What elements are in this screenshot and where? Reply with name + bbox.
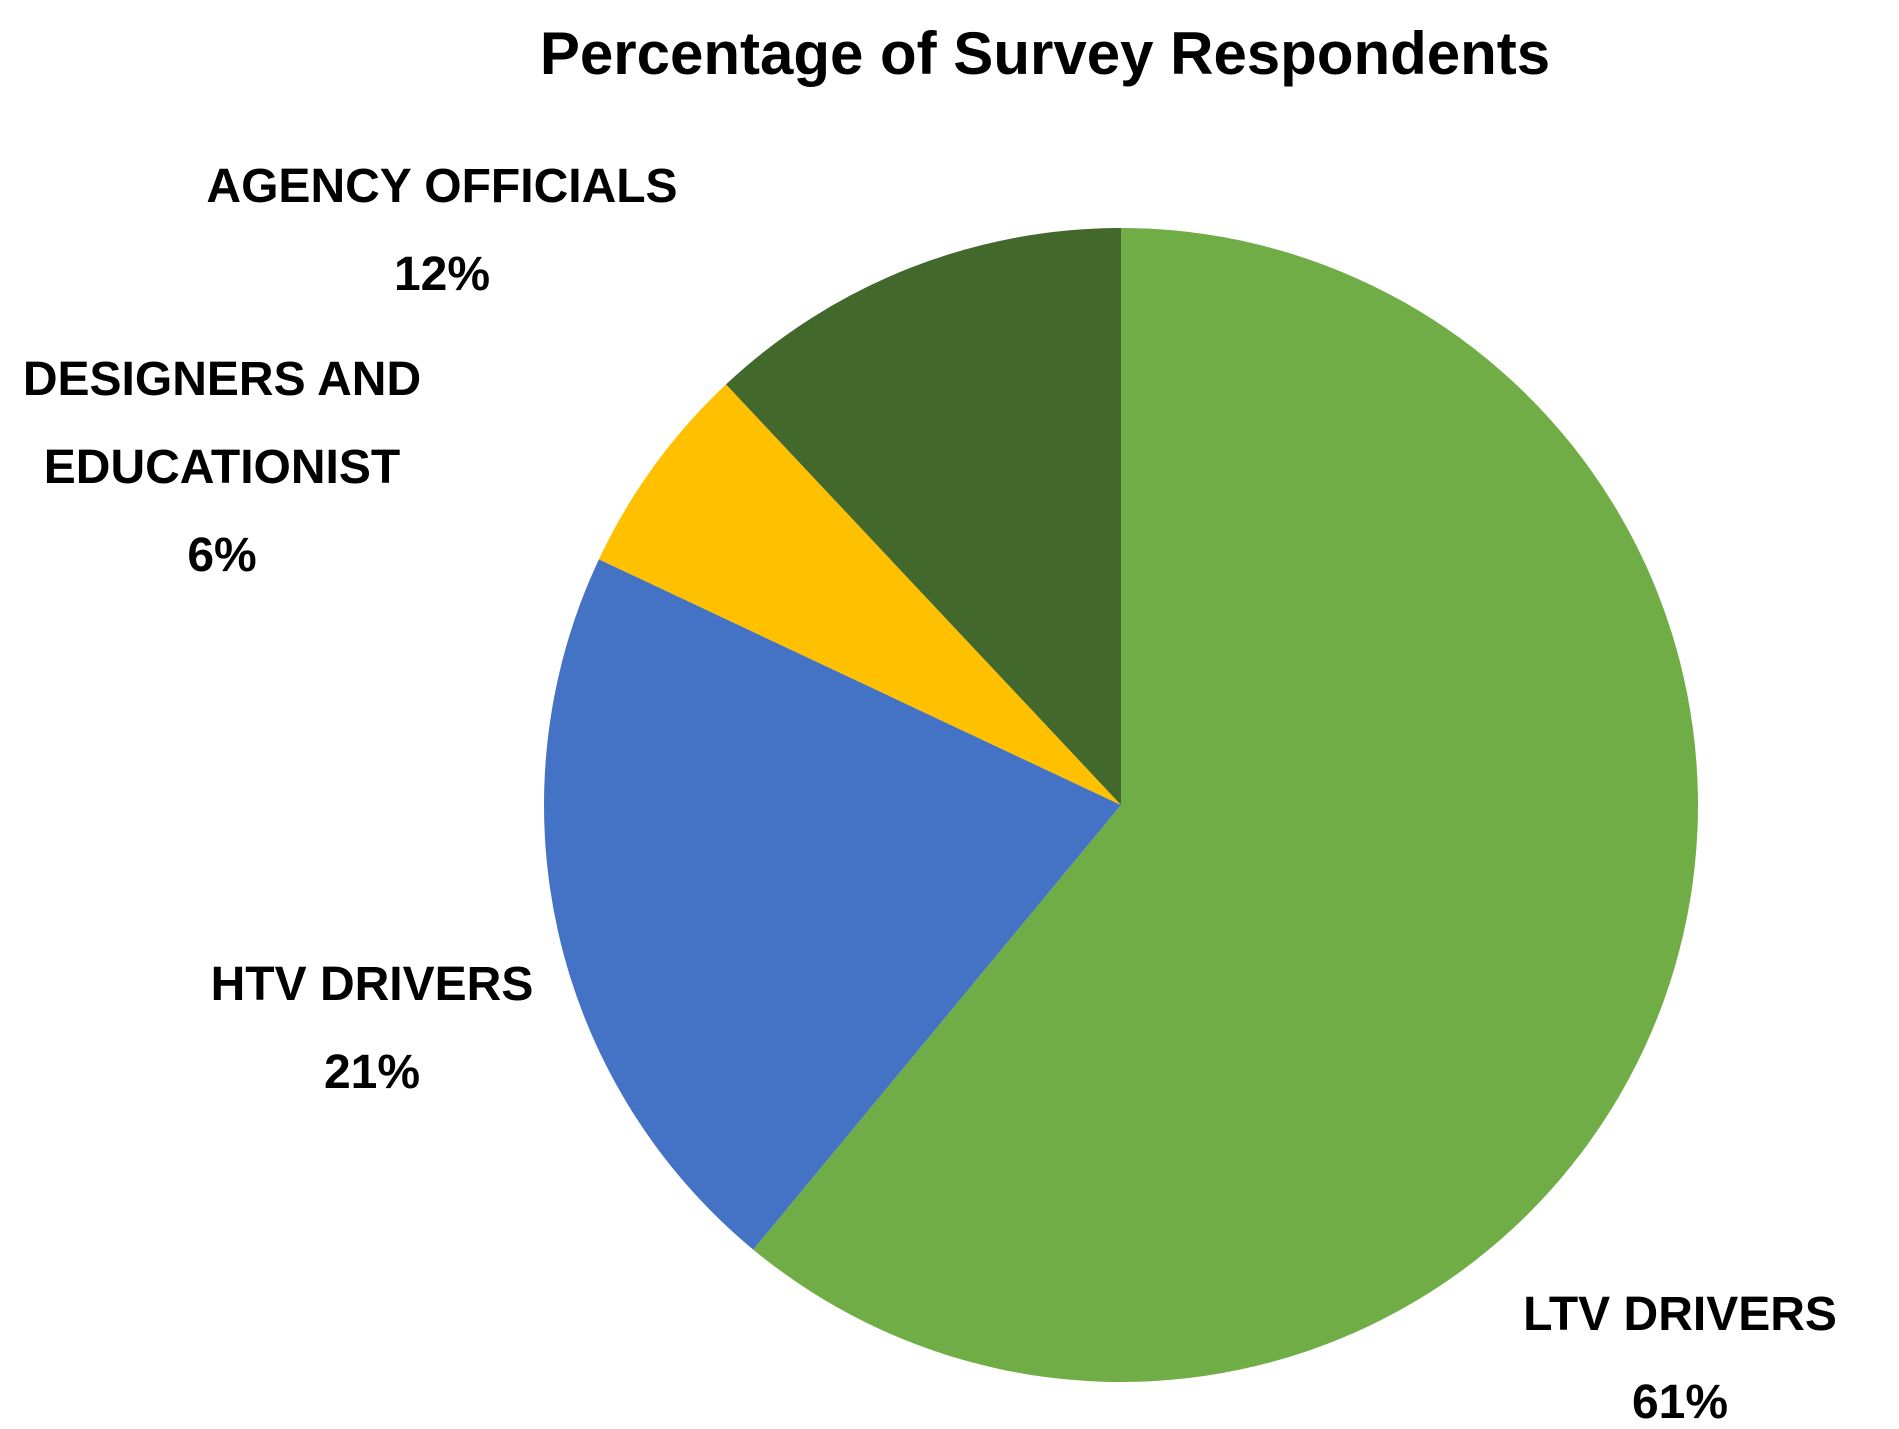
data-label-category: HTV DRIVERS bbox=[211, 958, 534, 1011]
chart-title: Percentage of Survey Respondents bbox=[540, 20, 1550, 87]
data-label-value: 21% bbox=[324, 1046, 420, 1099]
pie-slice-htv-drivers bbox=[543, 559, 1121, 1250]
data-label-category: EDUCATIONIST bbox=[44, 441, 400, 494]
pie-slice-agency-officials bbox=[726, 228, 1121, 805]
pie-slice-ltv-drivers bbox=[753, 228, 1698, 1382]
data-label-value: 12% bbox=[394, 248, 490, 301]
data-label-agency-officials: AGENCY OFFICIALS 12% bbox=[206, 160, 677, 301]
data-label-ltv-drivers: LTV DRIVERS 61% bbox=[1523, 1288, 1837, 1424]
data-label-htv-drivers: HTV DRIVERS 21% bbox=[211, 958, 534, 1099]
data-label-value: 61% bbox=[1632, 1376, 1728, 1424]
pie-labels: LTV DRIVERS 61% HTV DRIVERS 21% DESIGNERS AN… bbox=[23, 160, 1837, 1429]
data-label-designers-and-educationist: DESIGNERS AND EDUCATIONIST 6% bbox=[23, 353, 421, 582]
data-label-category: DESIGNERS AND bbox=[23, 353, 421, 406]
data-label-value: 6% bbox=[187, 529, 256, 582]
data-label-category: LTV DRIVERS bbox=[1523, 1288, 1837, 1341]
pie-slices bbox=[543, 228, 1698, 1382]
data-label-category: AGENCY OFFICIALS bbox=[206, 160, 677, 213]
pie-slice-designers-and-educationist bbox=[598, 384, 1121, 805]
